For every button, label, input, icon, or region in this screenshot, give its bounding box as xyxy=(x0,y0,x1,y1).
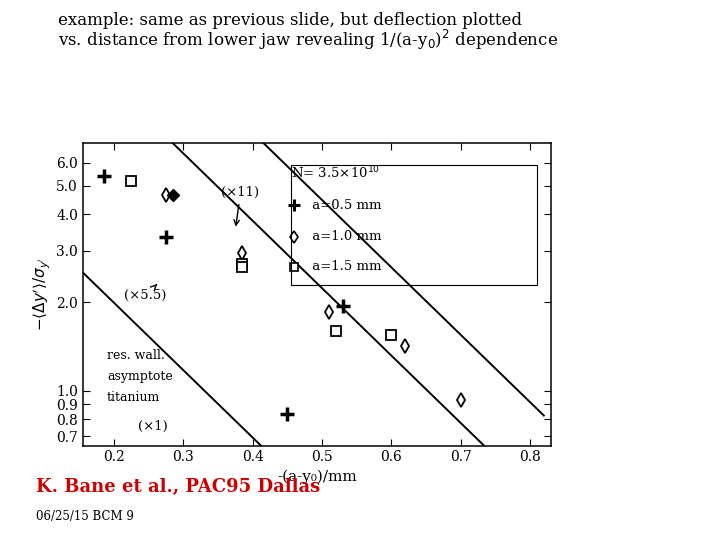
Line: a=0.5 mm: a=0.5 mm xyxy=(96,169,350,421)
Text: a=1.0 mm: a=1.0 mm xyxy=(308,231,382,244)
Text: asymptote: asymptote xyxy=(107,370,173,383)
Text: (×5.5): (×5.5) xyxy=(125,285,167,302)
a=1.0 mm xyxy=(325,309,333,316)
Y-axis label: $-\langle\Delta y'\rangle/\sigma_{y'}$: $-\langle\Delta y'\rangle/\sigma_{y'}$ xyxy=(32,258,53,331)
Text: example: same as previous slide, but deflection plotted: example: same as previous slide, but def… xyxy=(58,12,521,29)
a=1.0 mm xyxy=(401,343,410,349)
a=1.5 mm xyxy=(238,261,246,267)
Text: (×1): (×1) xyxy=(138,420,168,433)
Line: a=1.5 mm: a=1.5 mm xyxy=(127,176,396,340)
a=1.5 mm xyxy=(238,264,246,270)
Text: res. wall.: res. wall. xyxy=(107,349,165,362)
Text: K. Bane et al., PAC95 Dallas: K. Bane et al., PAC95 Dallas xyxy=(36,478,320,496)
Line: a=1.0 mm: a=1.0 mm xyxy=(161,190,466,405)
Text: vs. distance from lower jaw revealing 1/(a-y$_0$)$^2$ dependence: vs. distance from lower jaw revealing 1/… xyxy=(58,28,557,52)
Text: titanium: titanium xyxy=(107,390,161,403)
Text: a=1.5 mm: a=1.5 mm xyxy=(308,260,382,273)
a=1.0 mm xyxy=(162,192,171,198)
Bar xyxy=(291,165,537,285)
Text: 06/25/15 BCM 9: 06/25/15 BCM 9 xyxy=(36,510,134,523)
Text: N= 3.5$\times$10$^{10}$: N= 3.5$\times$10$^{10}$ xyxy=(291,164,380,181)
a=0.5 mm xyxy=(338,302,347,309)
X-axis label: -(a-y₀)/mm: -(a-y₀)/mm xyxy=(277,470,356,484)
a=0.5 mm xyxy=(162,234,171,240)
a=0.5 mm xyxy=(99,173,108,179)
a=1.0 mm xyxy=(238,250,246,256)
a=1.0 mm xyxy=(456,397,465,403)
a=1.5 mm xyxy=(127,178,135,184)
Text: (×11): (×11) xyxy=(222,186,260,225)
Text: a=0.5 mm: a=0.5 mm xyxy=(308,199,382,212)
a=1.5 mm xyxy=(387,332,396,338)
a=0.5 mm xyxy=(283,410,292,417)
a=1.5 mm xyxy=(331,328,340,334)
